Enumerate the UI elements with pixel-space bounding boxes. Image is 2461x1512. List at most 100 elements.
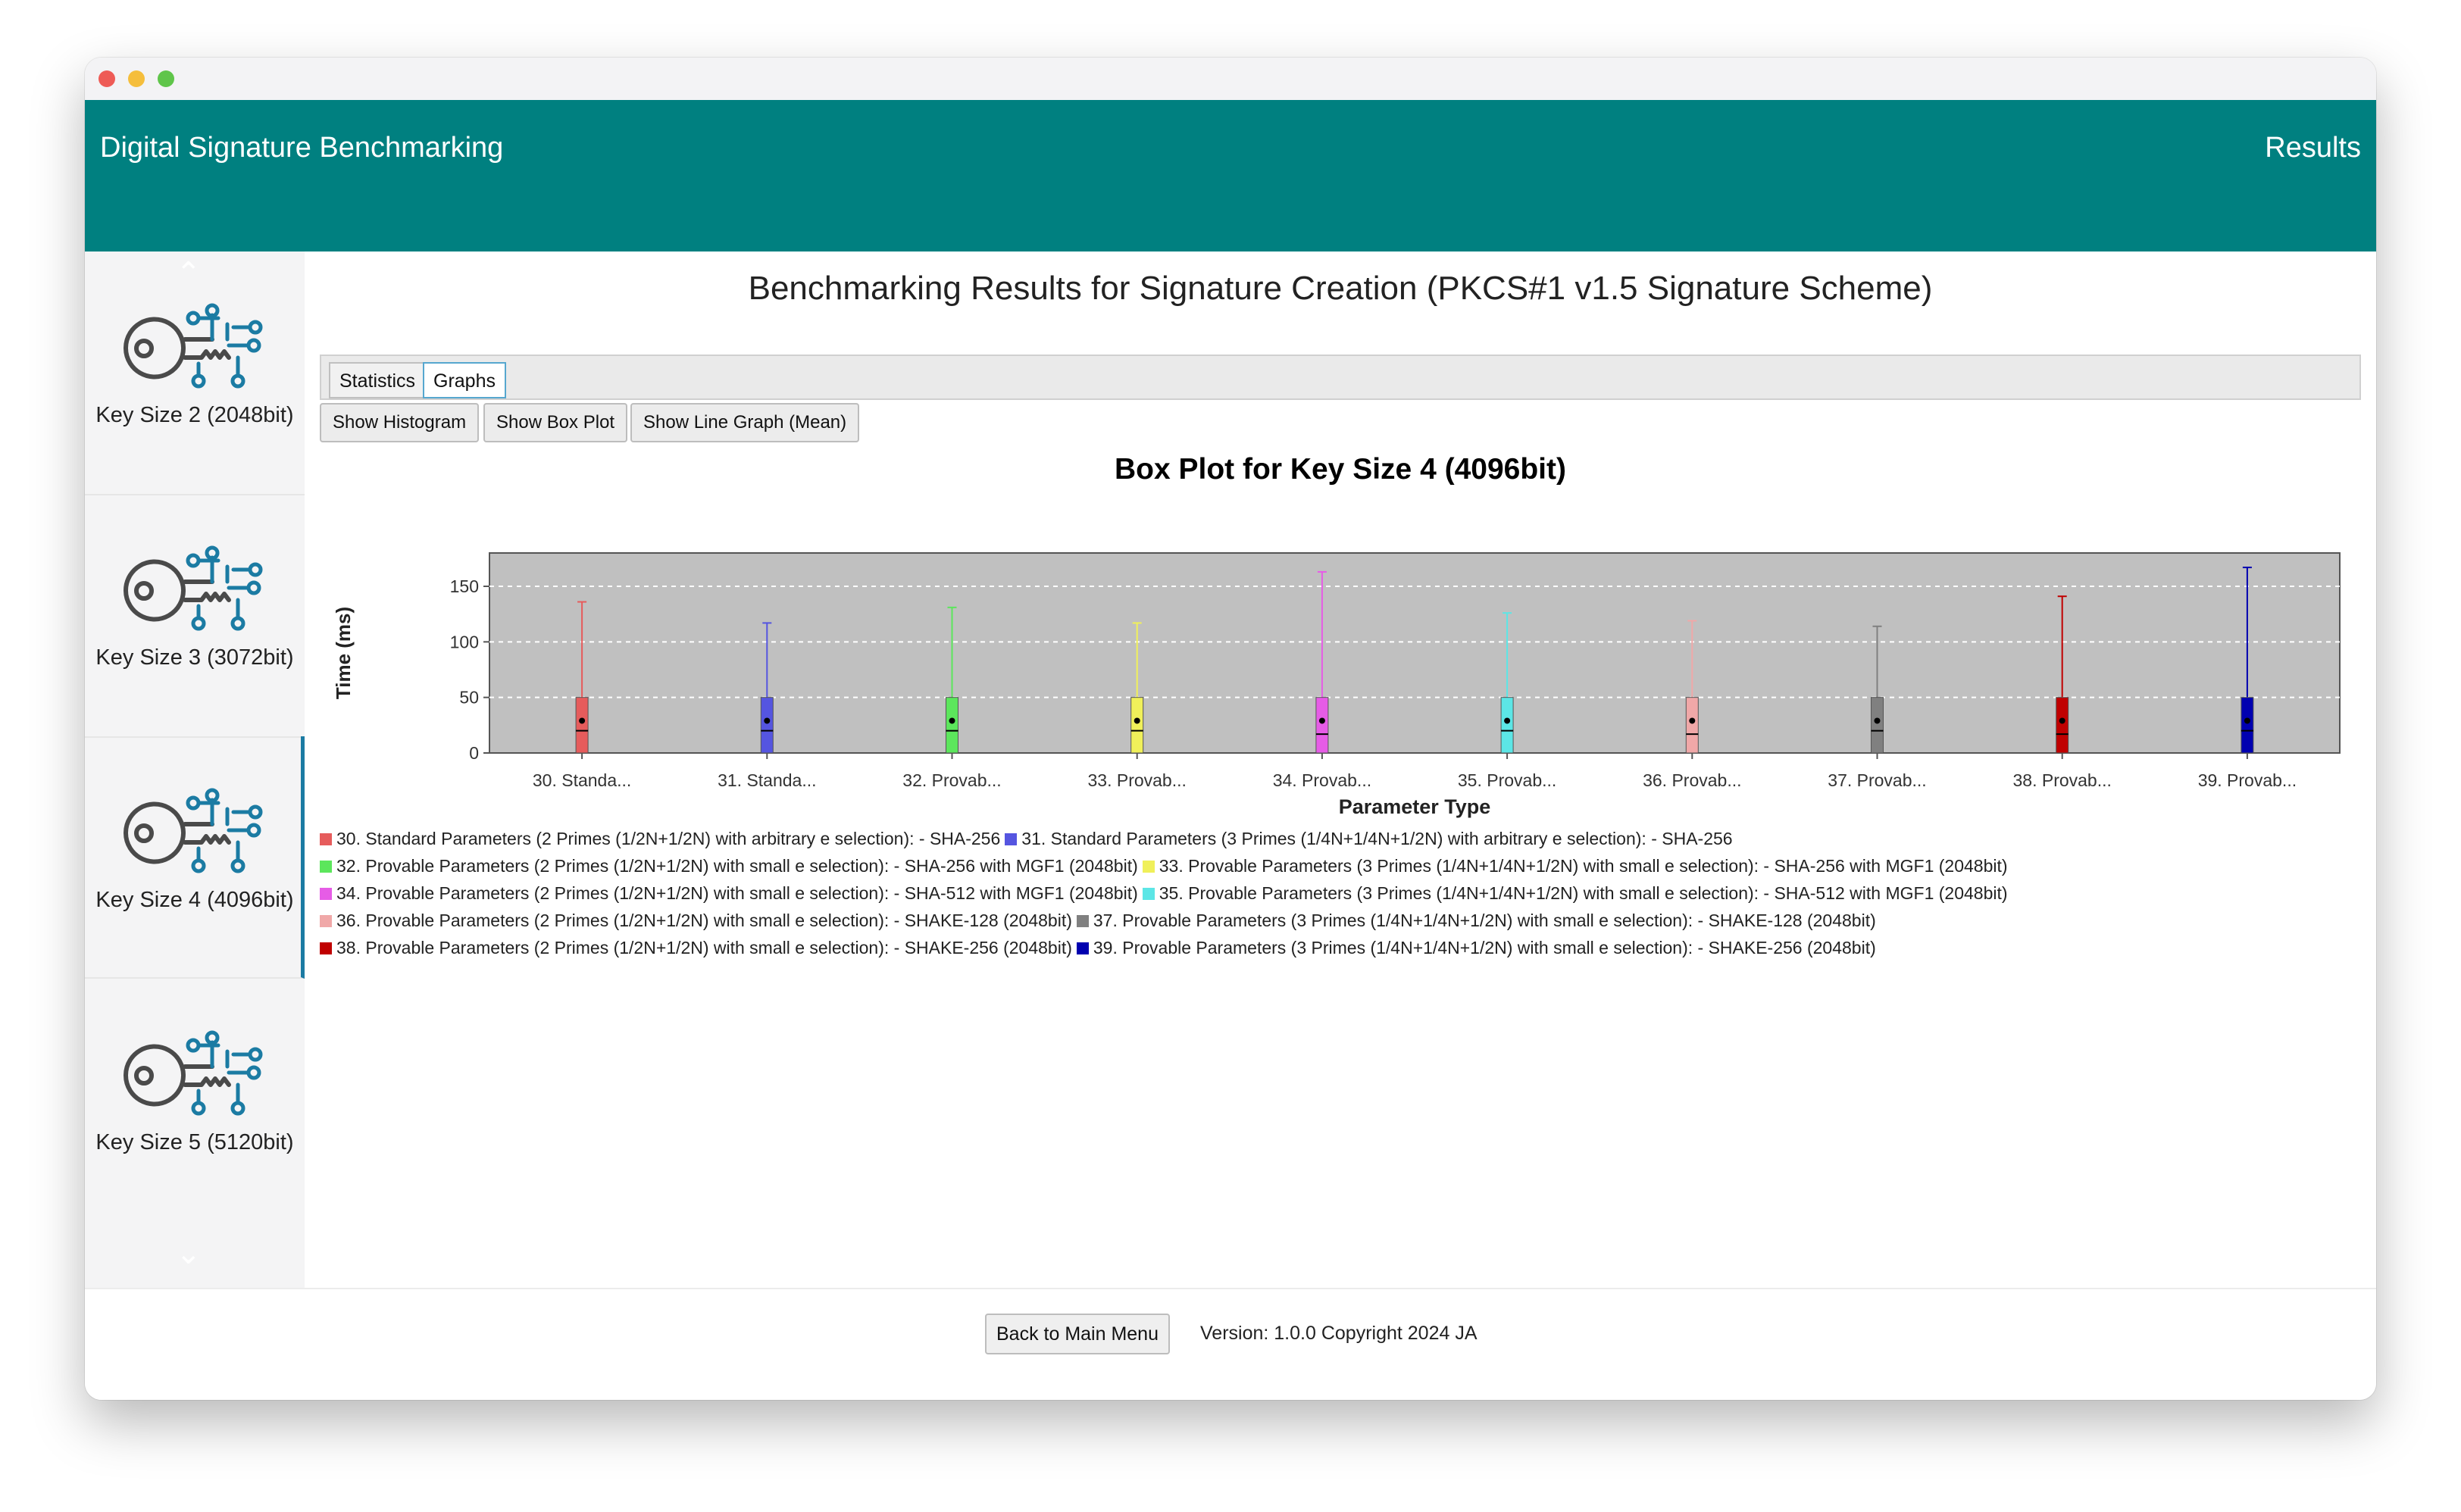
legend-item: 32. Provable Parameters (2 Primes (1/2N+… (320, 856, 1138, 876)
legend-item: 33. Provable Parameters (3 Primes (1/4N+… (1142, 856, 2008, 876)
app-header: Digital Signature Benchmarking Results (85, 100, 2376, 251)
sidebar-item-label: Key Size 5 (5120bit) (95, 1130, 294, 1154)
key-circuit-icon (124, 545, 263, 631)
sidebar-item-key-size-5[interactable]: Key Size 5 (5120bit) (85, 979, 305, 1221)
box-mean-marker (579, 717, 586, 724)
legend-row: 32. Provable Parameters (2 Primes (1/2N+… (320, 856, 2366, 883)
box-rect (1685, 697, 1699, 754)
chart-title: Box Plot for Key Size 4 (4096bit) (1115, 453, 1566, 486)
legend-swatch (1005, 833, 1018, 845)
sidebar-item-key-size-4[interactable]: Key Size 4 (4096bit) (85, 736, 305, 979)
box-mean-marker (1689, 717, 1696, 724)
legend-row: 36. Provable Parameters (2 Primes (1/2N+… (320, 911, 2366, 938)
key-circuit-icon (124, 303, 263, 389)
box-mean-marker (2244, 717, 2250, 724)
box-rect (1315, 697, 1329, 754)
box-rect (946, 697, 958, 754)
sidebar-item-label: Key Size 3 (3072bit) (95, 645, 294, 670)
legend-item: 31. Standard Parameters (3 Primes (1/4N+… (1005, 829, 1733, 849)
legend-item: 34. Provable Parameters (2 Primes (1/2N+… (320, 883, 1138, 904)
footer: Back to Main Menu Version: 1.0.0 Copyrig… (85, 1288, 2376, 1400)
chart-legend: 30. Standard Parameters (2 Primes (1/2N+… (320, 829, 2366, 965)
legend-label: 31. Standard Parameters (3 Primes (1/4N+… (1021, 829, 1733, 848)
box-mean-marker (1134, 717, 1140, 724)
box-rect (575, 697, 589, 754)
legend-row: 38. Provable Parameters (2 Primes (1/2N+… (320, 938, 2366, 965)
main-content: Benchmarking Results for Signature Creat… (305, 251, 2376, 1288)
x-tick-label: 35. Provab... (1458, 770, 1556, 790)
legend-item: 39. Provable Parameters (3 Primes (1/4N+… (1076, 938, 1876, 958)
x-tick-label: 30. Standa... (533, 770, 631, 790)
box-rect (2241, 697, 2254, 754)
legend-label: 30. Standard Parameters (2 Primes (1/2N+… (336, 829, 1001, 848)
y-axis-label: Time (ms) (332, 607, 355, 699)
box-mean-marker (1504, 717, 1511, 724)
legend-row: 30. Standard Parameters (2 Primes (1/2N+… (320, 829, 2366, 856)
legend-swatch (1076, 915, 1089, 927)
page-title: Benchmarking Results for Signature Creat… (748, 270, 1933, 307)
x-tick-label: 36. Provab... (1643, 770, 1741, 790)
chevron-down-icon[interactable]: ⌄ (176, 1237, 202, 1270)
x-tick-label: 38. Provab... (2012, 770, 2111, 790)
box-mean-marker (949, 717, 955, 724)
legend-label: 34. Provable Parameters (2 Primes (1/2N+… (336, 883, 1138, 903)
tab-graphs[interactable]: Graphs (423, 362, 506, 398)
sidebar-item-key-size-2[interactable]: Key Size 2 (2048bit) (85, 251, 305, 495)
close-window-button[interactable] (99, 70, 115, 87)
legend-swatch (1142, 861, 1155, 873)
box-rect (1500, 697, 1514, 754)
x-tick-label: 39. Provab... (2198, 770, 2297, 790)
legend-swatch (1142, 888, 1155, 900)
minimize-window-button[interactable] (128, 70, 145, 87)
version-text: Version: 1.0.0 Copyright 2024 JA (1200, 1323, 1478, 1344)
legend-item: 37. Provable Parameters (3 Primes (1/4N+… (1076, 911, 1876, 931)
box-rect (1130, 697, 1144, 754)
legend-swatch (320, 861, 332, 873)
legend-item: 35. Provable Parameters (3 Primes (1/4N+… (1142, 883, 2008, 904)
y-tick-label: 100 (450, 632, 479, 651)
zoom-window-button[interactable] (158, 70, 174, 87)
x-tick-label: 31. Standa... (718, 770, 816, 790)
box-rect (1871, 697, 1884, 754)
legend-swatch (320, 888, 332, 900)
key-circuit-icon (124, 788, 263, 873)
legend-swatch (1076, 942, 1089, 954)
legend-label: 35. Provable Parameters (3 Primes (1/4N+… (1159, 883, 2008, 903)
legend-label: 38. Provable Parameters (2 Primes (1/2N+… (336, 938, 1072, 957)
legend-swatch (320, 942, 332, 954)
legend-item: 36. Provable Parameters (2 Primes (1/2N+… (320, 911, 1072, 931)
app-title: Digital Signature Benchmarking (100, 132, 504, 164)
legend-swatch (320, 915, 332, 927)
sidebar-item-label: Key Size 2 (2048bit) (95, 403, 294, 427)
box-mean-marker (2059, 717, 2065, 724)
key-size-sidebar: ⌃ Key Size 2 (2048bit) (85, 251, 305, 1288)
y-tick-label: 0 (469, 743, 479, 763)
chevron-up-icon[interactable]: ⌃ (176, 257, 202, 290)
back-to-main-menu-button[interactable]: Back to Main Menu (985, 1314, 1170, 1354)
box-rect (760, 697, 774, 754)
box-plot-chart: 0 50 100 150 30. Standa... 31. Standa... 32. … (332, 552, 2341, 818)
x-tick-label: 32. Provab... (902, 770, 1001, 790)
box-rect (2056, 697, 2069, 754)
y-tick-label: 150 (450, 576, 479, 596)
y-tick-label: 50 (459, 688, 479, 708)
legend-label: 36. Provable Parameters (2 Primes (1/2N+… (336, 911, 1072, 930)
box-mean-marker (764, 717, 771, 724)
x-axis: 30. Standa... 31. Standa... 32. Provab... 3… (533, 753, 2297, 790)
x-tick-label: 37. Provab... (1828, 770, 1926, 790)
show-histogram-button[interactable]: Show Histogram (320, 403, 480, 442)
results-link[interactable]: Results (2265, 132, 2361, 164)
show-line-graph-button[interactable]: Show Line Graph (Mean) (630, 403, 860, 442)
legend-label: 33. Provable Parameters (3 Primes (1/4N+… (1159, 856, 2008, 876)
show-box-plot-button[interactable]: Show Box Plot (483, 403, 628, 442)
results-tabbar: Statistics Graphs (320, 355, 2361, 400)
legend-label: 39. Provable Parameters (3 Primes (1/4N+… (1093, 938, 1876, 957)
x-axis-label: Parameter Type (1339, 795, 1491, 818)
box-mean-marker (1874, 717, 1881, 724)
x-tick-label: 33. Provab... (1087, 770, 1186, 790)
sidebar-item-key-size-3[interactable]: Key Size 3 (3072bit) (85, 494, 305, 738)
legend-item: 30. Standard Parameters (2 Primes (1/2N+… (320, 829, 1000, 849)
legend-swatch (320, 833, 332, 845)
legend-item: 38. Provable Parameters (2 Primes (1/2N+… (320, 938, 1072, 958)
y-axis: 0 50 100 150 (450, 576, 489, 763)
